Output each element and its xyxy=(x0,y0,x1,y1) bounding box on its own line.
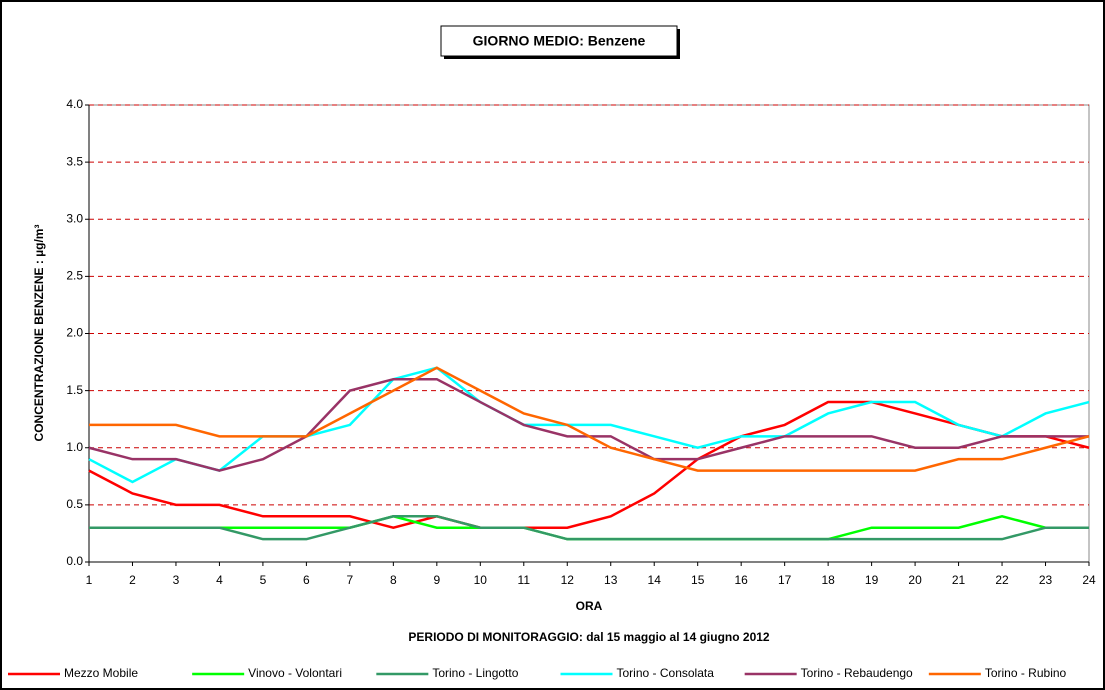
y-tick-label: 0.5 xyxy=(66,497,83,511)
x-tick-label: 22 xyxy=(995,573,1009,587)
y-tick-label: 1.5 xyxy=(66,383,83,397)
series-line xyxy=(88,400,1090,530)
x-tick-label: 5 xyxy=(260,573,267,587)
y-tick-label: 4.0 xyxy=(66,97,83,111)
x-tick-label: 4 xyxy=(216,573,223,587)
x-tick-label: 8 xyxy=(390,573,397,587)
y-tick-label: 3.5 xyxy=(66,154,83,168)
legend-label: Mezzo Mobile xyxy=(64,666,138,680)
x-tick-label: 3 xyxy=(173,573,180,587)
legend-label: Torino - Lingotto xyxy=(432,666,518,680)
title-box xyxy=(440,25,678,57)
x-tick-label: 7 xyxy=(347,573,354,587)
x-tick-label: 24 xyxy=(1082,573,1096,587)
x-tick-label: 17 xyxy=(778,573,792,587)
x-axis-label: ORA xyxy=(576,599,603,613)
y-axis-label: CONCENTRAZIONE BENZENE : µg/m³ xyxy=(32,225,46,442)
series-line xyxy=(89,366,1090,472)
legend-label: Torino - Consolata xyxy=(617,666,715,680)
legend-label: Vinovo - Volontari xyxy=(248,666,342,680)
x-tick-label: 11 xyxy=(518,573,531,587)
x-tick-label: 10 xyxy=(474,573,488,587)
x-tick-label: 23 xyxy=(1039,573,1053,587)
y-tick-label: 1.0 xyxy=(66,440,83,454)
series-line xyxy=(89,515,1089,541)
chart-title: GIORNO MEDIO: Benzene xyxy=(473,33,646,49)
x-tick-label: 6 xyxy=(303,573,310,587)
y-tick-label: 2.5 xyxy=(66,269,83,283)
x-tick-label: 12 xyxy=(561,573,575,587)
legend-label: Torino - Rubino xyxy=(985,666,1067,680)
x-tick-label: 1 xyxy=(86,573,93,587)
y-tick-label: 2.0 xyxy=(66,326,83,340)
x-tick-label: 20 xyxy=(908,573,922,587)
x-tick-label: 15 xyxy=(691,573,705,587)
x-tick-label: 14 xyxy=(648,573,662,587)
x-tick-label: 2 xyxy=(129,573,136,587)
y-tick-label: 3.0 xyxy=(66,211,83,225)
series-line xyxy=(88,366,1090,484)
x-tick-label: 21 xyxy=(952,573,966,587)
x-tick-label: 19 xyxy=(865,573,879,587)
x-tick-label: 16 xyxy=(734,573,748,587)
x-tick-label: 9 xyxy=(433,573,440,587)
subtitle: PERIODO DI MONITORAGGIO: dal 15 maggio a… xyxy=(408,630,770,644)
y-tick-label: 0.0 xyxy=(66,554,83,568)
x-tick-label: 18 xyxy=(821,573,835,587)
legend-label: Torino - Rebaudengo xyxy=(801,666,913,680)
x-tick-label: 13 xyxy=(604,573,618,587)
